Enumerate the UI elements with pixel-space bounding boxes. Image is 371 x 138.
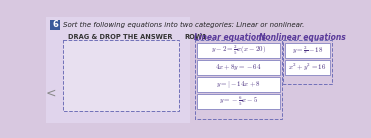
FancyBboxPatch shape bbox=[197, 43, 280, 58]
Text: 6: 6 bbox=[52, 20, 58, 29]
FancyBboxPatch shape bbox=[197, 77, 280, 92]
Text: $y=\frac{2}{x}-18$: $y=\frac{2}{x}-18$ bbox=[292, 45, 323, 56]
Text: $y=-\frac{6}{5}x-5$: $y=-\frac{6}{5}x-5$ bbox=[219, 95, 258, 108]
FancyBboxPatch shape bbox=[285, 43, 330, 58]
FancyBboxPatch shape bbox=[197, 94, 280, 109]
Text: DRAG & DROP THE ANSWER: DRAG & DROP THE ANSWER bbox=[68, 34, 172, 40]
Text: Nonlinear equations: Nonlinear equations bbox=[259, 33, 345, 42]
Text: <: < bbox=[46, 87, 56, 100]
FancyBboxPatch shape bbox=[197, 60, 280, 75]
Text: $x^2+y^2=16$: $x^2+y^2=16$ bbox=[288, 62, 326, 73]
FancyBboxPatch shape bbox=[46, 17, 190, 123]
Text: $y=|-14x+8$: $y=|-14x+8$ bbox=[216, 79, 261, 90]
Text: $y-2=\frac{2}{5}x(x-20)$: $y-2=\frac{2}{5}x(x-20)$ bbox=[211, 44, 266, 57]
FancyBboxPatch shape bbox=[50, 20, 60, 30]
FancyBboxPatch shape bbox=[285, 60, 330, 75]
Text: ROW1: ROW1 bbox=[184, 34, 207, 40]
Text: Linear equations: Linear equations bbox=[194, 33, 266, 42]
Text: Sort the following equations into two categories: Linear or nonlinear.: Sort the following equations into two ca… bbox=[63, 22, 305, 28]
FancyBboxPatch shape bbox=[63, 40, 179, 111]
Text: $4x+8y=-64$: $4x+8y=-64$ bbox=[215, 62, 262, 72]
